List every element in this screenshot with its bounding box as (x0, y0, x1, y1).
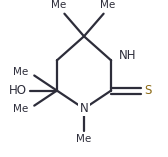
Text: HO: HO (9, 84, 27, 97)
Text: Me: Me (76, 134, 92, 144)
Text: N: N (80, 102, 88, 115)
Text: NH: NH (119, 49, 136, 62)
Text: Me: Me (13, 68, 28, 77)
Text: Me: Me (51, 0, 66, 10)
Text: Me: Me (13, 104, 28, 114)
Text: S: S (144, 84, 152, 97)
Text: Me: Me (100, 0, 116, 10)
